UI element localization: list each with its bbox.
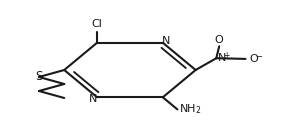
Text: +: +	[223, 51, 230, 60]
Text: N: N	[89, 94, 98, 104]
Text: S: S	[35, 71, 43, 83]
Text: N: N	[162, 36, 171, 46]
Text: Cl: Cl	[92, 19, 102, 29]
Text: O: O	[249, 54, 258, 64]
Text: NH$_2$: NH$_2$	[179, 102, 201, 116]
Text: N: N	[218, 53, 226, 63]
Text: O: O	[215, 35, 224, 45]
Text: −: −	[255, 52, 262, 61]
